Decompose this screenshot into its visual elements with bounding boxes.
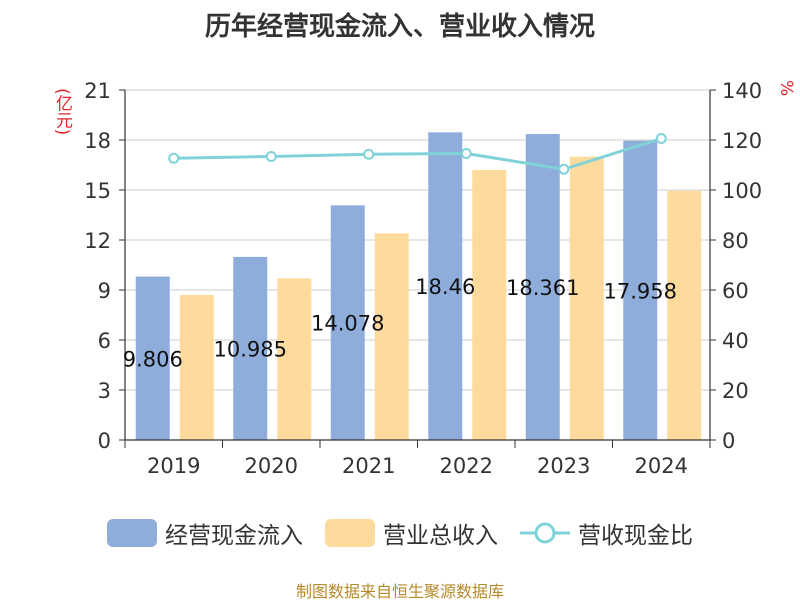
legend-label-cash-inflow: 经营现金流入 <box>165 523 303 549</box>
ratio-point <box>655 133 667 144</box>
bar-revenue <box>667 190 702 440</box>
left-axis-tick-label: 6 <box>98 329 111 353</box>
bar-cash-inflow <box>525 133 560 440</box>
left-axis-tick-label: 9 <box>98 279 111 303</box>
bar-cash-inflow <box>135 276 170 440</box>
x-axis-tick-label: 2022 <box>440 454 493 478</box>
left-axis-tick-label: 12 <box>84 229 111 253</box>
left-axis-tick-label: 3 <box>98 379 111 403</box>
right-axis-tick-label: 0 <box>722 429 735 453</box>
right-axis-tick-label: 20 <box>722 379 749 403</box>
left-axis-tick-label: 0 <box>98 429 111 453</box>
bar-cash-inflow <box>233 256 268 440</box>
bar-revenue <box>277 278 312 440</box>
x-axis-tick-label: 2020 <box>245 454 298 478</box>
right-axis-tick-label: 100 <box>722 179 762 203</box>
bar-data-label: 17.958 <box>604 279 677 303</box>
bar-data-label: 10.985 <box>214 337 287 361</box>
left-axis-tick-label: 21 <box>84 79 111 103</box>
bar-revenue <box>179 295 214 440</box>
legend: 经营现金流入 营业总收入 营收现金比 <box>0 516 800 550</box>
bar-cash-inflow <box>330 205 365 440</box>
x-axis-tick-label: 2024 <box>635 454 688 478</box>
x-axis-tick-label: 2019 <box>147 454 200 478</box>
legend-label-ratio: 营收现金比 <box>578 523 693 549</box>
right-axis-tick-label: 40 <box>722 329 749 353</box>
bar-revenue <box>472 170 507 440</box>
left-axis-tick-label: 15 <box>84 179 111 203</box>
legend-item-ratio[interactable]: 营收现金比 <box>520 516 693 550</box>
right-axis-tick-label: 120 <box>722 129 762 153</box>
bar-revenue <box>569 156 604 440</box>
bar-cash-inflow <box>623 140 658 440</box>
ratio-line <box>173 137 662 171</box>
legend-item-revenue[interactable]: 营业总收入 <box>325 516 498 550</box>
x-axis-tick-label: 2021 <box>342 454 395 478</box>
legend-swatch-cash-inflow <box>107 519 157 547</box>
legend-line-marker-icon <box>520 522 570 544</box>
left-axis-unit: (亿元) <box>52 88 72 136</box>
ratio-point <box>363 148 375 160</box>
ratio-point <box>168 152 180 164</box>
bar-data-label: 14.078 <box>311 312 384 336</box>
bar-data-label: 18.361 <box>506 276 579 300</box>
legend-item-cash-inflow[interactable]: 经营现金流入 <box>107 516 303 550</box>
bar-cash-inflow <box>428 132 463 441</box>
ratio-point <box>558 163 570 175</box>
chart-title: 历年经营现金流入、营业收入情况 <box>204 12 595 42</box>
legend-label-revenue: 营业总收入 <box>383 523 498 549</box>
ratio-point <box>460 148 472 159</box>
right-axis-tick-label: 60 <box>722 279 749 303</box>
right-axis-unit: % <box>776 80 796 97</box>
bar-data-label: 18.46 <box>415 275 475 299</box>
bar-data-label: 9.806 <box>123 347 183 371</box>
ratio-point <box>265 151 277 162</box>
data-source-note: 制图数据来自恒生聚源数据库 <box>295 582 504 601</box>
left-axis-tick-label: 18 <box>84 129 111 153</box>
right-axis-tick-label: 80 <box>722 229 749 253</box>
legend-swatch-revenue <box>325 519 375 547</box>
right-axis-tick-label: 140 <box>722 79 762 103</box>
bar-revenue <box>374 233 409 440</box>
x-axis-tick-label: 2023 <box>537 454 590 478</box>
